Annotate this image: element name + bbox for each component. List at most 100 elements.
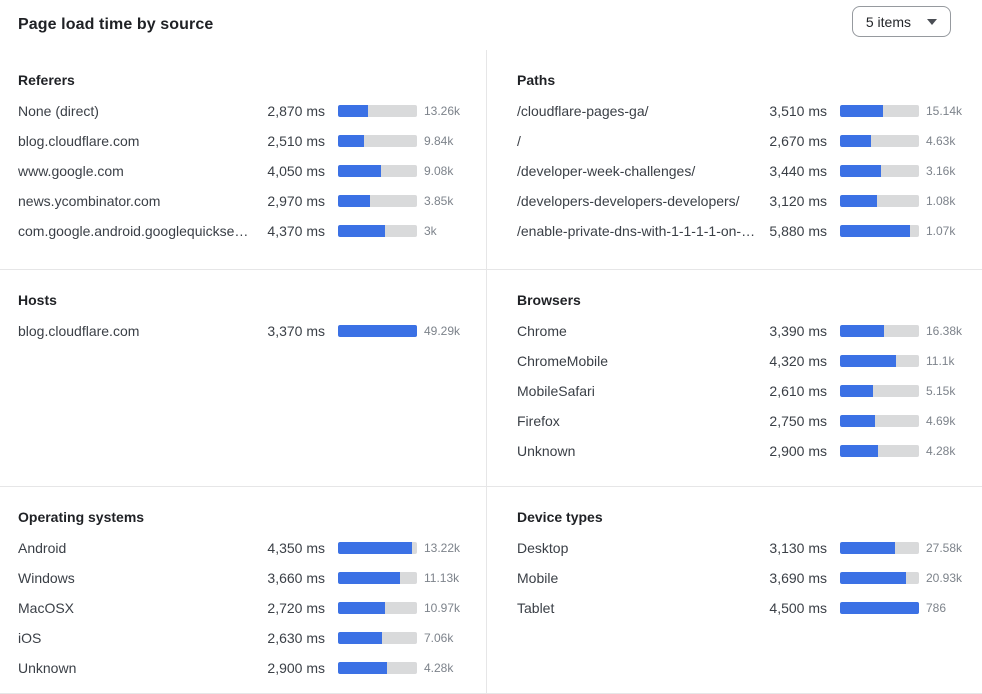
row-ms-value: 2,630 ms — [267, 630, 325, 646]
row-bar — [840, 195, 919, 207]
chart-row[interactable]: / 2,670 ms 4.63k — [517, 126, 972, 156]
bar-fill — [338, 572, 400, 584]
bar-fill — [840, 195, 878, 207]
row-count: 20.93k — [926, 571, 963, 585]
chart-row[interactable]: Android 4,350 ms 13.22k — [18, 533, 470, 563]
row-label: Unknown — [517, 443, 576, 459]
row-ms-value: 2,900 ms — [267, 660, 325, 676]
row-label: Unknown — [18, 660, 77, 676]
chart-row[interactable]: Unknown 2,900 ms 4.28k — [18, 653, 470, 683]
chart-row[interactable]: ChromeMobile 4,320 ms 11.1k — [517, 346, 972, 376]
row-count: 3.16k — [926, 164, 956, 178]
section-operating-systems: Operating systems Android 4,350 ms 13.22k W… — [0, 486, 486, 693]
chart-row[interactable]: Desktop 3,130 ms 27.58k — [517, 533, 972, 563]
chart-row[interactable]: /developer-week-challenges/3,440 ms 3.16k — [517, 156, 972, 186]
bar-fill — [840, 355, 897, 367]
section-rows: blog.cloudflare.com 3,370 ms 49.29k — [18, 316, 470, 346]
row-bar — [840, 165, 919, 177]
row-count: 9.84k — [424, 134, 454, 148]
row-label: blog.cloudflare.com — [18, 323, 140, 339]
bar-fill — [840, 445, 878, 457]
section-title: Operating systems — [18, 509, 145, 525]
row-bar — [840, 135, 919, 147]
row-ms-value: 2,900 ms — [769, 443, 827, 459]
row-bar — [338, 542, 417, 554]
section-rows: Desktop 3,130 ms 27.58k Mobile 3,690 ms 20.93… — [517, 533, 972, 623]
row-label: MobileSafari — [517, 383, 595, 399]
row-label: news.ycombinator.com — [18, 193, 161, 209]
row-ms-value: 3,440 ms — [769, 163, 827, 179]
row-count: 10.97k — [424, 601, 461, 615]
row-count: 5.15k — [926, 384, 956, 398]
row-bar — [840, 445, 919, 457]
row-count: 15.14k — [926, 104, 963, 118]
chart-row[interactable]: Firefox 2,750 ms 4.69k — [517, 406, 972, 436]
row-bar — [338, 225, 417, 237]
row-label: iOS — [18, 630, 42, 646]
row-ms-value: 3,690 ms — [769, 570, 827, 586]
items-count-value: 5 items — [865, 13, 911, 30]
row-ms-value: 4,350 ms — [267, 540, 325, 556]
row-count: 4.28k — [926, 444, 956, 458]
row-ms-value: 3,390 ms — [769, 323, 827, 339]
row-count: 16.38k — [926, 324, 963, 338]
row-label: MacOSX — [18, 600, 75, 616]
row-bar — [840, 355, 919, 367]
chart-row[interactable]: MobileSafari 2,610 ms 5.15k — [517, 376, 972, 406]
row-count: 7.06k — [424, 631, 454, 645]
row-ms-value: 2,610 ms — [769, 383, 827, 399]
chart-row[interactable]: blog.cloudflare.com 2,510 ms 9.84k — [18, 126, 470, 156]
chart-row[interactable]: news.ycombinator.com 2,970 ms 3.85k — [18, 186, 470, 216]
section-referers: Referers None (direct) 2,870 ms 13.26k blog… — [0, 50, 486, 269]
row-ms-value: 3,370 ms — [267, 323, 325, 339]
row-bar — [840, 542, 919, 554]
chart-row[interactable]: Tablet 4,500 ms 786 — [517, 593, 972, 623]
chart-row[interactable]: None (direct) 2,870 ms 13.26k — [18, 96, 470, 126]
row-count: 3.85k — [424, 194, 454, 208]
bar-fill — [338, 542, 413, 554]
row-bar — [338, 195, 417, 207]
section-browsers: Browsers Chrome 3,390 ms 16.38k ChromeMobil… — [486, 269, 982, 486]
chart-row[interactable]: Mobile 3,690 ms 20.93k — [517, 563, 972, 593]
bar-fill — [338, 602, 385, 614]
row-ms-value: 2,750 ms — [769, 413, 827, 429]
bar-fill — [338, 325, 417, 337]
chart-row[interactable]: iOS 2,630 ms 7.06k — [18, 623, 470, 653]
row-label: None (direct) — [18, 103, 99, 119]
chart-row[interactable]: www.google.com 4,050 ms 9.08k — [18, 156, 470, 186]
chart-row[interactable]: blog.cloudflare.com 3,370 ms 49.29k — [18, 316, 470, 346]
page-title: Page load time by source — [18, 16, 214, 33]
row-label: Desktop — [517, 540, 569, 556]
chart-row[interactable]: /cloudflare-pages-ga/3,510 ms 15.14k — [517, 96, 972, 126]
chart-row[interactable]: Chrome 3,390 ms 16.38k — [517, 316, 972, 346]
bar-fill — [840, 385, 874, 397]
chart-row[interactable]: /enable-private-dns-with-1-1-1-1-on-andr… — [517, 216, 972, 246]
section-title: Hosts — [18, 292, 57, 308]
row-ms-value: 2,870 ms — [267, 103, 325, 119]
bar-fill — [338, 632, 383, 644]
row-bar — [338, 165, 417, 177]
row-label: ChromeMobile — [517, 353, 609, 369]
section-title: Browsers — [517, 292, 581, 308]
bar-fill — [338, 195, 370, 207]
bar-fill — [840, 135, 871, 147]
chart-row[interactable]: Windows 3,660 ms 11.13k — [18, 563, 470, 593]
row-label: Android — [18, 540, 67, 556]
chart-row[interactable]: com.google.android.googlequicksearchbox 4… — [18, 216, 470, 246]
bar-fill — [840, 325, 885, 337]
items-count-select[interactable]: 5 items — [851, 6, 951, 37]
widget-header: Page load time by source 5 items — [0, 0, 982, 50]
chart-row[interactable]: MacOSX 2,720 ms 10.97k — [18, 593, 470, 623]
sections-grid: Referers None (direct) 2,870 ms 13.26k blog… — [0, 50, 982, 693]
row-ms-value: 4,320 ms — [769, 353, 827, 369]
row-ms-value: 5,880 ms — [769, 223, 827, 239]
row-bar — [338, 325, 417, 337]
row-ms-value: 4,500 ms — [769, 600, 827, 616]
row-label: Firefox — [517, 413, 560, 429]
bar-fill — [338, 662, 387, 674]
chart-row[interactable]: /developers-developers-developers/3,120 … — [517, 186, 972, 216]
row-ms-value: 2,970 ms — [267, 193, 325, 209]
chart-row[interactable]: Unknown 2,900 ms 4.28k — [517, 436, 972, 466]
row-bar — [840, 602, 919, 614]
